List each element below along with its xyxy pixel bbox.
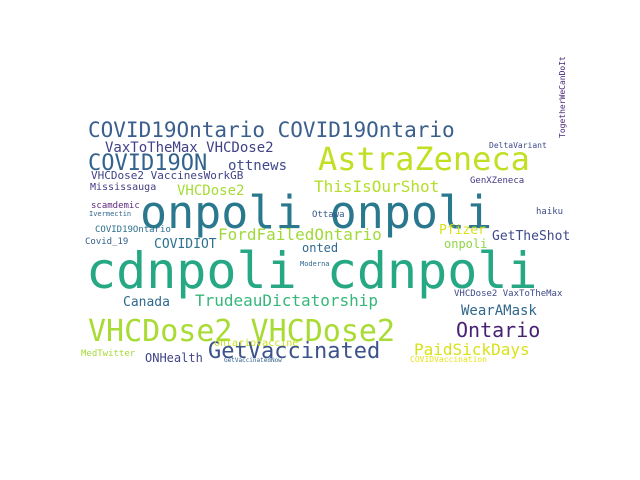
cloud-word-onpoli-onpoli: onpoli onpoli — [140, 186, 492, 239]
cloud-word-covidiot: COVIDIOT — [154, 237, 217, 252]
cloud-word-moderna: Moderna — [300, 260, 330, 268]
cloud-word-ottawa: Ottawa — [312, 210, 345, 220]
cloud-word-onpoli: onpoli — [444, 237, 487, 251]
cloud-word-covid19ontario-covid19ontario: COVID19Ontario COVID19Ontario — [88, 118, 455, 142]
cloud-word-ontariovaccine: ontariovaccine — [214, 338, 298, 349]
cloud-word-ivermectin: Ivermectin — [89, 210, 131, 218]
cloud-word-pfizer: Pfizer — [439, 223, 486, 238]
cloud-word-haiku: haiku — [536, 207, 563, 217]
cloud-word-medtwitter: MedTwitter — [81, 349, 136, 359]
cloud-word-covidvaccination: COVIDVaccination — [410, 355, 487, 364]
cloud-word-astrazeneca: AstraZeneca — [318, 140, 530, 178]
cloud-word-fordfailedontario: FordFailedOntario — [218, 225, 382, 244]
cloud-word-getvaccinated: GetVaccinated — [208, 339, 380, 364]
cloud-word-vhcdose2-vaxtothemax: VHCDose2 VaxToTheMax — [454, 289, 563, 299]
cloud-word-getvaccinatednow: GetVaccinatedNow — [224, 357, 282, 364]
cloud-word-canada: Canada — [123, 295, 170, 310]
cloud-word-covid19ontario: COVID19Ontario — [95, 225, 171, 235]
cloud-word-vhcdose2-vhcdose2: VHCDose2 VHCDose2 — [88, 314, 395, 349]
cloud-word-thisisourshot: ThisIsOurShot — [314, 177, 439, 196]
cloud-word-onted: onted — [302, 241, 338, 255]
cloud-word-trudeaudictatorship: TrudeauDictatorship — [195, 291, 378, 310]
cloud-word-onhealth: ONHealth — [145, 351, 203, 365]
cloud-word-ontario: Ontario — [456, 318, 540, 342]
cloud-word-gettheshot: GetTheShot — [492, 229, 570, 244]
cloud-word-covid19on: COVID19ON — [88, 151, 207, 176]
cloud-word-ottnews: ottnews — [228, 158, 287, 174]
cloud-word-covid-19: Covid_19 — [85, 237, 128, 247]
cloud-word-cdnpoli-cdnpoli: cdnpoli cdnpoli — [86, 242, 538, 300]
cloud-word-genxzeneca: GenXZeneca — [470, 176, 524, 186]
cloud-word-mississauga: Mississauga — [90, 182, 156, 193]
cloud-word-wearamask: WearAMask — [461, 303, 537, 319]
cloud-word-vhcdose2: VHCDose2 — [177, 183, 244, 199]
cloud-word-paidsickdays: PaidSickDays — [414, 340, 530, 359]
cloud-word-vhcdose2-vaccinesworkgb: VHCDose2 VaccinesWorkGB — [91, 169, 244, 182]
cloud-word-vaxtothemax-vhcdose2: VaxToTheMax VHCDose2 — [105, 140, 274, 156]
cloud-word-togetherwecandoit: TogetherWeCanDoIt — [558, 56, 567, 138]
cloud-word-deltavariant: DeltaVariant — [489, 141, 547, 150]
cloud-word-scamdemic: scamdemic — [91, 201, 140, 211]
